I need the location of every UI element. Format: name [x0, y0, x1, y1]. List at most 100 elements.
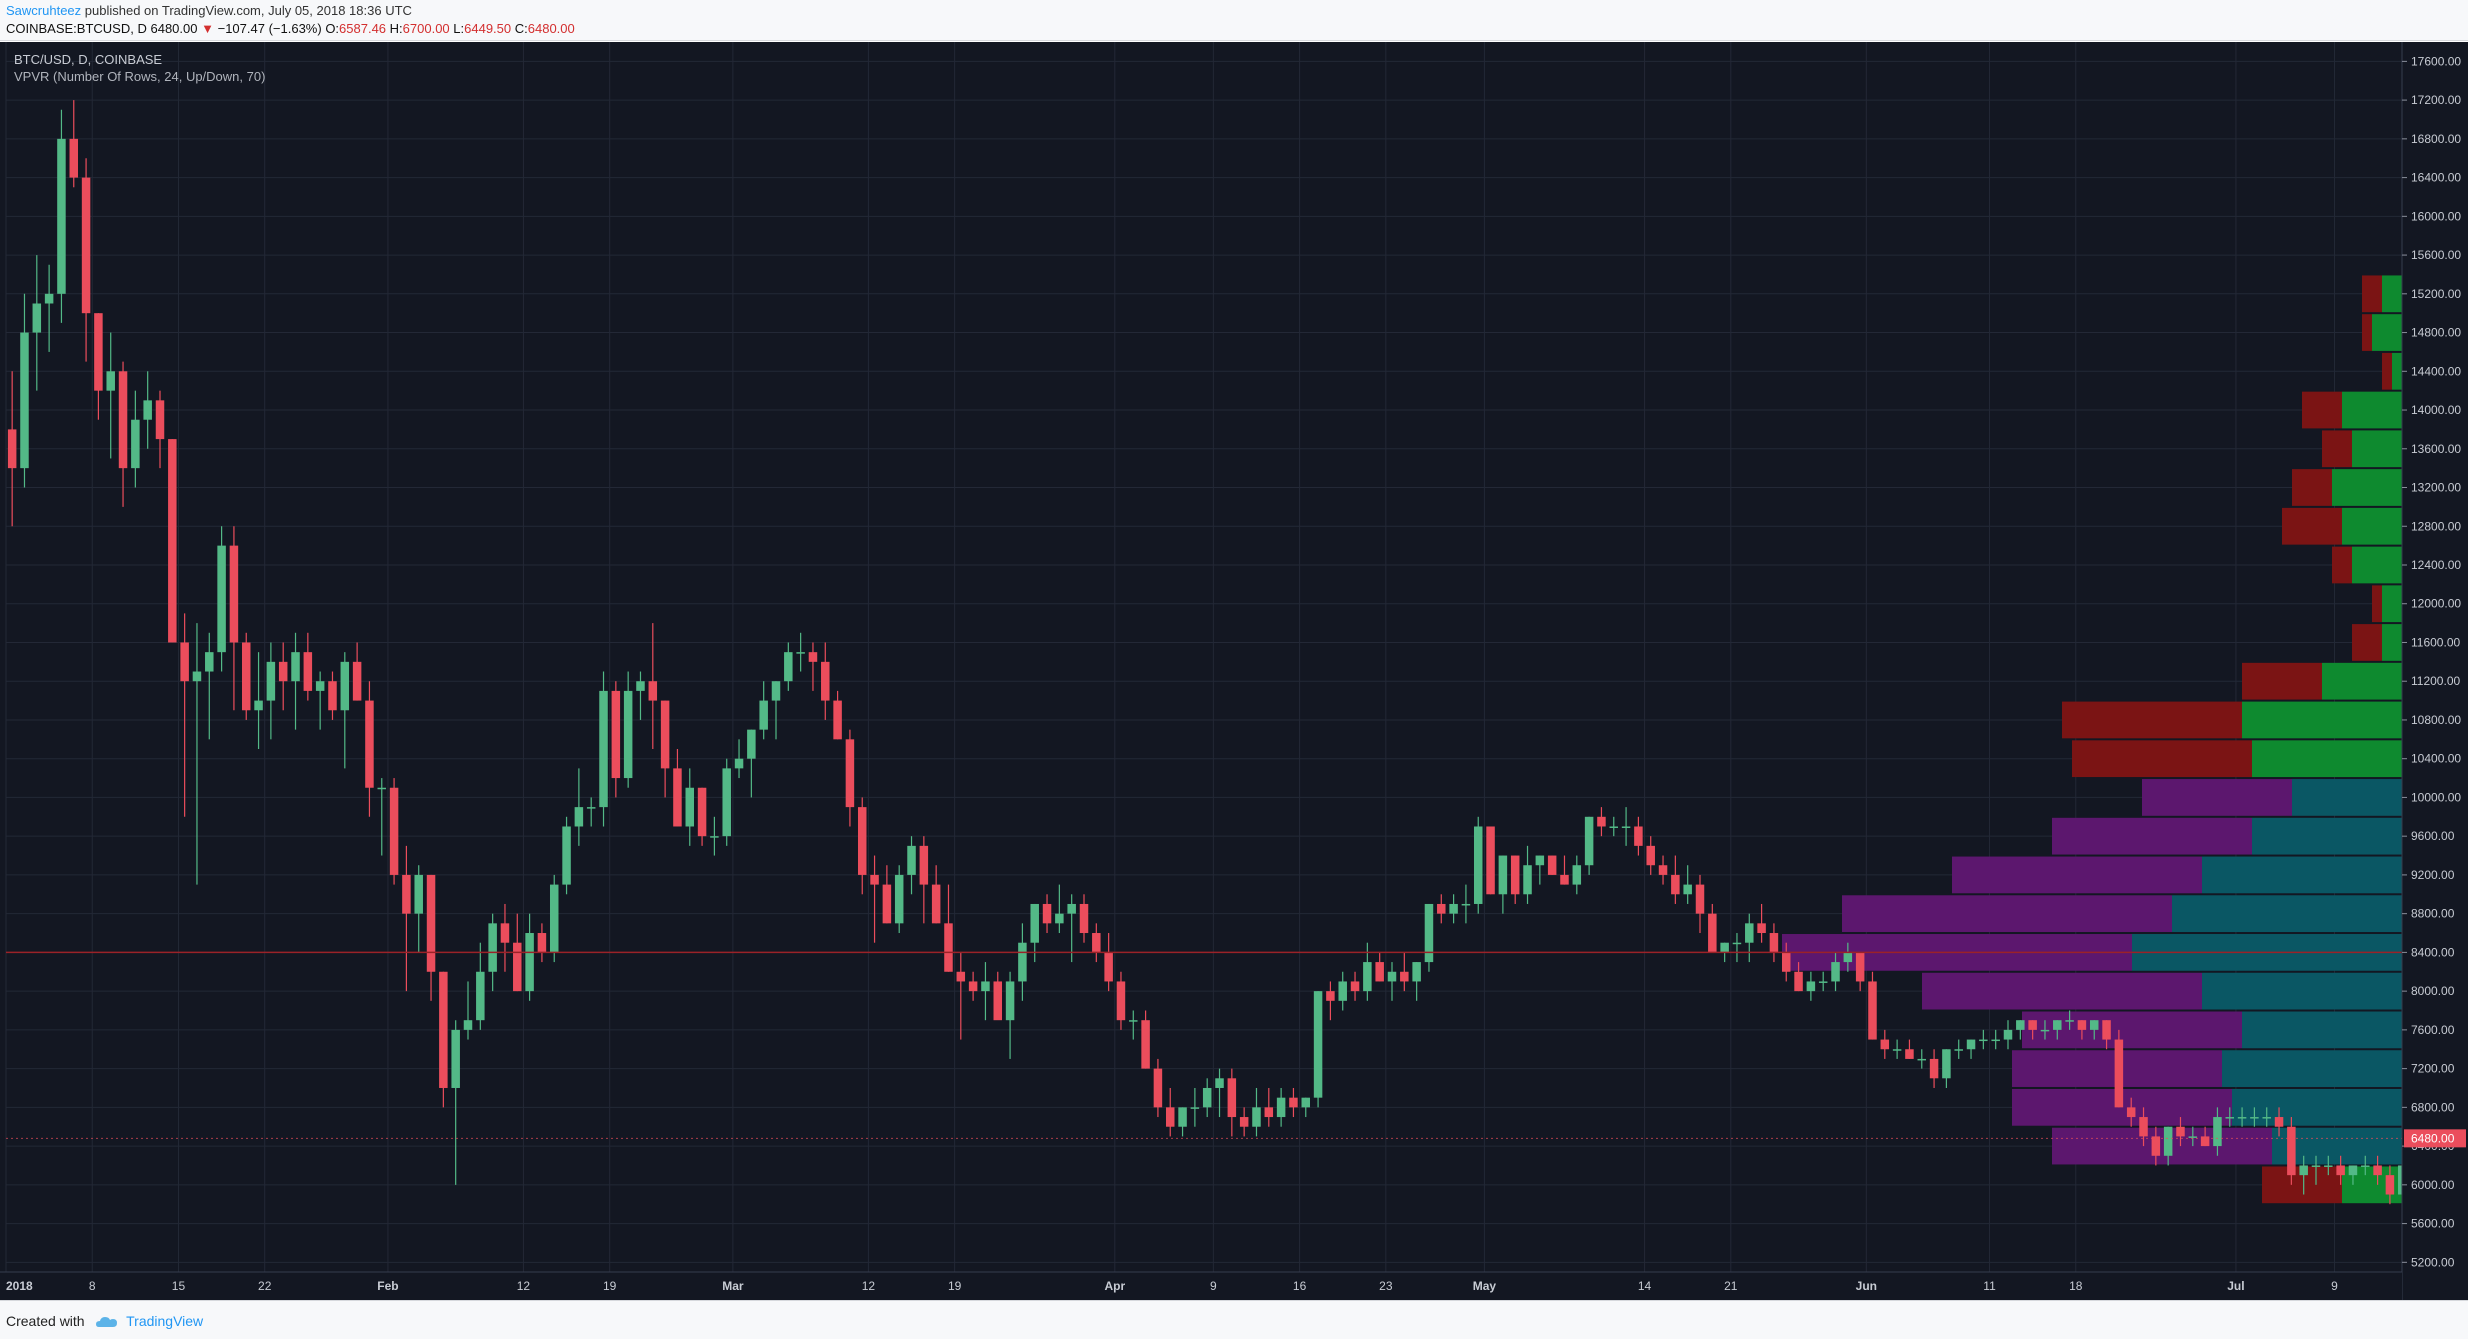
candle-body [845, 739, 855, 808]
candle [1424, 903, 1434, 972]
candle-body [1535, 855, 1545, 866]
candle-body [1781, 952, 1791, 972]
candle-body [673, 768, 682, 827]
candle-body [796, 652, 805, 654]
candle [660, 700, 670, 798]
price-tick-label: 7200.00 [2411, 1062, 2455, 1076]
price-tick-label: 10800.00 [2411, 713, 2461, 727]
candle-body [1153, 1068, 1163, 1108]
candle [2176, 1117, 2185, 1147]
price-axis[interactable]: 5200.005600.006000.006400.006800.007200.… [2401, 42, 2468, 1300]
candle [1634, 816, 1643, 856]
candle-body [513, 942, 522, 992]
volume-profile-down-bar [2372, 585, 2382, 623]
volume-profile-down-bar [2072, 740, 2252, 778]
time-tick-label: May [1473, 1279, 1497, 1293]
candle-body [192, 671, 202, 682]
volume-profile-down-bar [2052, 1127, 2272, 1165]
volume-profile-up-bar [2342, 391, 2402, 429]
candle [1905, 1039, 1914, 1059]
close-label: C: [514, 21, 528, 36]
candle-body [1843, 952, 1853, 963]
candle [426, 874, 436, 1001]
candle-body [894, 874, 904, 924]
candle-body [1412, 962, 1421, 982]
candle-body [944, 923, 953, 972]
candle-body [1498, 855, 1508, 895]
candle [1338, 971, 1347, 1011]
tradingview-link[interactable]: TradingView [126, 1313, 204, 1329]
time-tick-label: 21 [1724, 1279, 1738, 1293]
volume-profile-down-bar [2382, 352, 2392, 390]
candle-body [1363, 962, 1372, 992]
chart-symbol-legend[interactable]: BTC/USD, D, COINBASE [14, 52, 163, 67]
candle [1831, 952, 1840, 992]
candle [771, 681, 781, 740]
candle-body [20, 332, 29, 469]
candle-body [1917, 1058, 1927, 1061]
candle-body [2213, 1117, 2222, 1147]
candle-body [907, 845, 916, 875]
volume-profile-down-bar [2362, 314, 2372, 351]
published-text: published on TradingView.com, July 05, 2… [84, 3, 412, 18]
candle [1584, 816, 1594, 875]
candle-body [1326, 991, 1335, 1001]
low-value: 6449.50 [464, 21, 512, 36]
candle [94, 313, 103, 420]
candle [1141, 1010, 1150, 1069]
candle [1535, 855, 1545, 885]
time-tick-label: Feb [377, 1279, 398, 1293]
candle [1794, 962, 1803, 992]
candle [956, 952, 966, 1040]
price-tick-label: 6000.00 [2411, 1178, 2455, 1192]
candle [476, 942, 485, 1030]
candle-body [537, 933, 547, 953]
volume-profile-up-bar [2352, 430, 2402, 468]
candle [1400, 952, 1409, 992]
candle-body [143, 400, 152, 420]
candle [44, 264, 54, 352]
candle [1055, 884, 1064, 934]
chart-area[interactable]: 5200.005600.006000.006400.006800.007200.… [0, 42, 2468, 1300]
candle [882, 865, 892, 924]
candle [907, 836, 916, 895]
candle-body [2139, 1117, 2148, 1137]
candle [2385, 1165, 2395, 1205]
last-price: 6480.00 [150, 21, 198, 36]
time-tick-label: 8 [89, 1279, 96, 1293]
volume-profile-up-bar [2352, 546, 2402, 584]
candle [1461, 884, 1471, 924]
candle [697, 787, 707, 846]
candle [1190, 1087, 1200, 1127]
time-axis[interactable]: 2018 8 15 22 Feb 12 19 Mar 12 19 Apr 9 16 23 May 14 21 Ju… [0, 1271, 2402, 1300]
price-tick-label: 12800.00 [2411, 519, 2461, 533]
publication-header: Sawcruhteez published on TradingView.com… [0, 0, 2468, 41]
volume-profile-up-bar [2322, 662, 2402, 700]
candle-body [2016, 1020, 2025, 1030]
candle [1215, 1068, 1224, 1118]
candle [1116, 971, 1126, 1030]
candle [365, 681, 374, 817]
candle-body [229, 545, 239, 643]
price-tick-label: 5200.00 [2411, 1255, 2455, 1269]
candle-body [525, 933, 534, 992]
author-link[interactable]: Sawcruhteez [6, 3, 82, 18]
candle-body [882, 884, 892, 924]
candle [2139, 1107, 2148, 1147]
indicator-legend[interactable]: VPVR (Number Of Rows, 24, Up/Down, 70) [14, 69, 266, 84]
candle [648, 623, 658, 750]
candle [180, 613, 189, 817]
candle [2126, 1097, 2136, 1127]
candle-body [574, 807, 584, 827]
candle-body [685, 787, 695, 827]
symbol-full: COINBASE:BTCUSD, D [6, 21, 147, 36]
candle-body [586, 807, 596, 809]
candle-body [1018, 942, 1027, 982]
volume-profile-up-bar [2242, 701, 2402, 739]
candlestick-chart[interactable]: 5200.005600.006000.006400.006800.007200.… [0, 42, 2468, 1300]
candle-body [1818, 981, 1828, 983]
candle [1079, 894, 1089, 943]
time-axis-background [0, 1272, 2402, 1300]
candle [1991, 1029, 2000, 1050]
candle [205, 632, 214, 740]
